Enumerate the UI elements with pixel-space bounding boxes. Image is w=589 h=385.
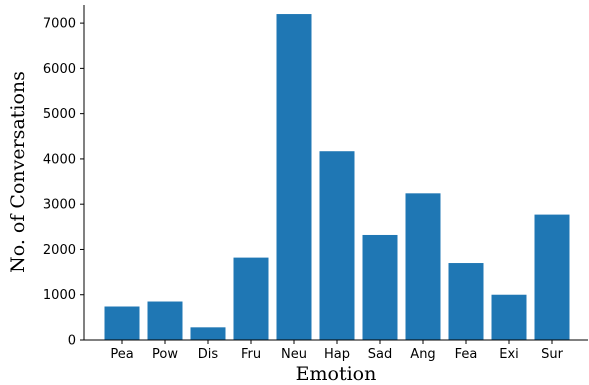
x-tick-label: Hap [324,347,350,362]
bars-group [104,14,570,341]
bar-neu [276,14,312,341]
y-axis-ticks: 0 1000 2000 3000 4000 5000 6000 7000 [43,17,84,349]
y-tick-label: 1000 [43,288,76,303]
y-tick-label: 3000 [43,198,76,213]
bar-dis [190,327,226,340]
bar-pow [147,301,183,340]
bar-sur [534,214,570,340]
y-tick-label: 0 [68,334,76,349]
bar-hap [319,151,355,340]
x-tick-label: Pow [152,347,178,362]
bar-fea [448,263,484,340]
bar-ang [405,193,441,340]
x-tick-label: Sur [541,347,563,362]
x-tick-label: Fru [241,347,261,362]
y-axis-title: No. of Conversations [7,71,29,273]
y-tick-label: 6000 [43,62,76,77]
x-tick-label: Sad [368,347,392,362]
x-tick-label: Fea [455,347,478,362]
bar-fru [233,257,269,340]
y-tick-label: 4000 [43,152,76,167]
x-axis-ticks: Pea Pow Dis Fru Neu Hap Sad Ang Fea Exi Sur [110,340,564,362]
y-tick-label: 5000 [43,107,76,122]
x-tick-label: Pea [110,347,133,362]
bar-sad [362,234,398,340]
x-tick-label: Exi [499,347,519,362]
y-tick-label: 7000 [43,17,76,32]
x-tick-label: Neu [281,347,307,362]
x-axis-title: Emotion [296,363,377,385]
x-tick-label: Dis [198,347,219,362]
y-tick-label: 2000 [43,243,76,258]
bar-exi [491,294,527,340]
x-tick-label: Ang [410,347,435,362]
bar-pea [104,306,140,340]
